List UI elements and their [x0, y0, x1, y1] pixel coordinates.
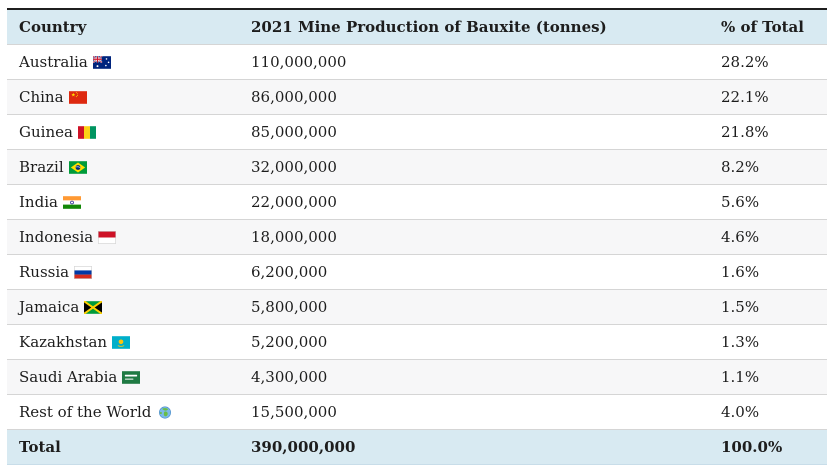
country-cell: Kazakhstan	[7, 324, 239, 360]
country-label: Australia	[19, 53, 88, 71]
production-cell: 110,000,000	[239, 44, 709, 80]
brazil-flag-icon	[69, 161, 87, 174]
australia-flag-icon	[93, 56, 111, 69]
table-row: Jamaica 5,800,000 1.5%	[7, 289, 827, 325]
percent-cell: 1.6%	[709, 254, 827, 290]
percent-cell: 4.6%	[709, 219, 827, 255]
production-cell: 86,000,000	[239, 79, 709, 115]
percent-cell: 1.3%	[709, 324, 827, 360]
country-cell: Russia	[7, 254, 239, 290]
table-row: Indonesia 18,000,000 4.6%	[7, 219, 827, 255]
saudi-arabia-flag-icon	[122, 371, 140, 384]
table-row: India 22,000,000 5.6%	[7, 184, 827, 220]
country-cell: Indonesia	[7, 219, 239, 255]
production-cell: 6,200,000	[239, 254, 709, 290]
country-cell: India	[7, 184, 239, 220]
production-cell: 4,300,000	[239, 359, 709, 395]
jamaica-flag-icon	[84, 301, 102, 314]
country-label: Indonesia	[19, 228, 94, 246]
total-row: Total 390,000,000 100.0%	[7, 429, 827, 465]
table-row: Australia 110,000,000 28.2%	[7, 44, 827, 80]
table-row: Kazakhstan 5,200,000 1.3%	[7, 324, 827, 360]
country-label: Rest of the World	[19, 403, 152, 421]
total-percent: 100.0%	[709, 429, 827, 465]
percent-cell: 21.8%	[709, 114, 827, 150]
country-cell: Australia	[7, 44, 239, 80]
production-cell: 18,000,000	[239, 219, 709, 255]
guinea-flag-icon	[78, 126, 96, 139]
table-row: Brazil 32,000,000 8.2%	[7, 149, 827, 185]
percent-cell: 28.2%	[709, 44, 827, 80]
country-cell: Saudi Arabia	[7, 359, 239, 395]
percent-cell: 1.1%	[709, 359, 827, 395]
country-cell: Rest of the World	[7, 394, 239, 430]
country-cell: Jamaica	[7, 289, 239, 325]
percent-cell: 8.2%	[709, 149, 827, 185]
globe-icon	[156, 406, 174, 419]
production-cell: 5,200,000	[239, 324, 709, 360]
table-row: Rest of the World 15,500,000 4.0%	[7, 394, 827, 430]
country-label: Jamaica	[19, 298, 80, 316]
production-cell: 32,000,000	[239, 149, 709, 185]
production-cell: 5,800,000	[239, 289, 709, 325]
country-label: Saudi Arabia	[19, 368, 118, 386]
percent-cell: 22.1%	[709, 79, 827, 115]
kazakhstan-flag-icon	[112, 336, 130, 349]
country-label: Russia	[19, 263, 70, 281]
bauxite-production-table: Country 2021 Mine Production of Bauxite …	[7, 8, 827, 465]
production-cell: 22,000,000	[239, 184, 709, 220]
country-cell: Guinea	[7, 114, 239, 150]
total-production: 390,000,000	[239, 429, 709, 465]
china-flag-icon	[69, 91, 87, 104]
indonesia-flag-icon	[98, 231, 116, 244]
table-body: Australia 110,000,000 28.2% China 86,000…	[7, 44, 827, 430]
production-column-header: 2021 Mine Production of Bauxite (tonnes)	[239, 9, 709, 45]
country-cell: Brazil	[7, 149, 239, 185]
percent-cell: 1.5%	[709, 289, 827, 325]
table-row: Russia 6,200,000 1.6%	[7, 254, 827, 290]
page: Country 2021 Mine Production of Bauxite …	[7, 8, 827, 465]
country-column-header: Country	[7, 9, 239, 45]
total-label: Total	[7, 429, 239, 465]
production-cell: 85,000,000	[239, 114, 709, 150]
percent-cell: 4.0%	[709, 394, 827, 430]
india-flag-icon	[63, 196, 81, 209]
country-label: Brazil	[19, 158, 64, 176]
percent-cell: 5.6%	[709, 184, 827, 220]
country-label: India	[19, 193, 58, 211]
production-cell: 15,500,000	[239, 394, 709, 430]
country-cell: China	[7, 79, 239, 115]
header-row: Country 2021 Mine Production of Bauxite …	[7, 9, 827, 45]
table-footer: Total 390,000,000 100.0%	[7, 429, 827, 465]
table-row: China 86,000,000 22.1%	[7, 79, 827, 115]
table-header: Country 2021 Mine Production of Bauxite …	[7, 9, 827, 45]
table-row: Saudi Arabia 4,300,000 1.1%	[7, 359, 827, 395]
percent-column-header: % of Total	[709, 9, 827, 45]
russia-flag-icon	[74, 266, 92, 279]
country-label: China	[19, 88, 64, 106]
table-row: Guinea 85,000,000 21.8%	[7, 114, 827, 150]
country-label: Kazakhstan	[19, 333, 108, 351]
country-label: Guinea	[19, 123, 73, 141]
